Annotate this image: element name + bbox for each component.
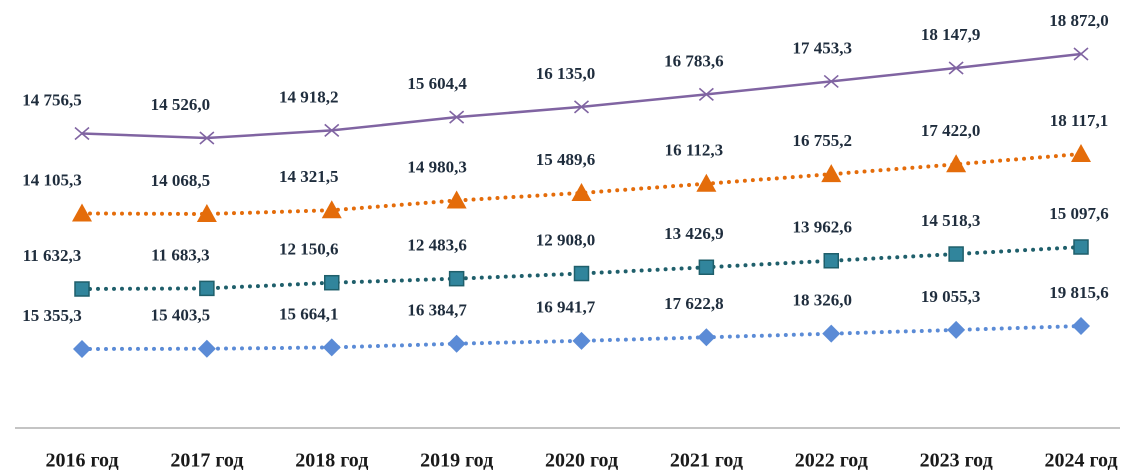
marker <box>573 100 590 114</box>
data-label: 15 097,6 <box>1049 204 1109 223</box>
data-label: 14 105,3 <box>22 170 82 189</box>
data-label: 13 962,6 <box>793 218 853 237</box>
marker <box>823 253 839 269</box>
marker <box>571 182 592 201</box>
marker <box>1073 47 1089 61</box>
data-label: 14 518,3 <box>921 211 981 230</box>
data-label: 18 872,0 <box>1049 11 1109 30</box>
data-label: 14 321,5 <box>279 167 339 186</box>
data-label: 18 117,1 <box>1050 111 1109 130</box>
marker <box>948 246 964 262</box>
data-label: 15 604,4 <box>407 74 467 93</box>
marker <box>447 334 466 353</box>
data-label: 12 483,6 <box>407 236 467 255</box>
marker <box>822 324 841 343</box>
marker <box>448 270 465 287</box>
data-label: 17 422,0 <box>921 121 981 140</box>
marker <box>821 164 842 183</box>
marker <box>199 131 215 145</box>
marker <box>197 339 216 358</box>
x-tick-label: 2019 год <box>420 450 493 472</box>
data-label: 13 426,9 <box>664 224 724 243</box>
data-label: 15 664,1 <box>279 304 339 323</box>
marker <box>946 154 967 173</box>
data-label: 16 135,0 <box>536 64 596 83</box>
marker <box>948 61 964 75</box>
x-tick-label: 2017 год <box>170 450 243 472</box>
marker <box>321 200 342 219</box>
series-line <box>80 152 1083 217</box>
data-label: 16 783,6 <box>664 51 724 70</box>
data-label: 18 326,0 <box>793 291 853 310</box>
marker <box>324 274 340 291</box>
marker <box>573 265 590 282</box>
marker <box>696 173 717 192</box>
data-label: 18 147,9 <box>921 25 981 44</box>
marker <box>199 280 215 297</box>
x-tick-label: 2020 год <box>545 450 618 472</box>
x-tick-label: 2024 год <box>1044 450 1117 472</box>
marker <box>449 110 465 124</box>
data-label: 11 632,3 <box>23 246 82 265</box>
marker <box>322 338 341 357</box>
data-label: 16 941,7 <box>536 298 596 317</box>
marker <box>73 340 91 358</box>
data-label: 16 112,3 <box>665 141 724 160</box>
marker <box>698 259 715 275</box>
marker <box>74 281 90 297</box>
marker <box>697 328 716 347</box>
marker <box>823 74 839 89</box>
data-label: 19 815,6 <box>1049 283 1109 302</box>
marker <box>698 87 714 101</box>
data-label: 16 384,7 <box>407 301 467 320</box>
x-tick-label: 2018 год <box>295 450 368 472</box>
data-label: 14 756,5 <box>22 90 82 109</box>
data-label: 17 453,3 <box>793 38 853 57</box>
marker <box>74 126 90 141</box>
marker <box>72 203 92 222</box>
data-label: 14 068,5 <box>151 171 211 190</box>
series-line <box>80 245 1083 291</box>
marker <box>446 190 467 209</box>
data-label: 19 055,3 <box>921 287 981 306</box>
x-tick-label: 2021 год <box>670 450 743 472</box>
data-label: 11 683,3 <box>151 245 210 264</box>
data-label: 14 980,3 <box>407 157 467 176</box>
marker <box>1071 144 1091 162</box>
marker <box>324 123 340 138</box>
data-label: 15 403,5 <box>151 306 211 325</box>
series-line <box>80 324 1083 351</box>
data-label: 15 355,3 <box>22 306 82 325</box>
marker <box>572 331 591 350</box>
marker <box>1073 239 1089 255</box>
marker <box>947 320 966 339</box>
data-label: 15 489,6 <box>536 150 596 169</box>
data-label: 16 755,2 <box>793 131 853 150</box>
x-tick-label: 2022 год <box>795 450 868 472</box>
data-label: 12 150,6 <box>279 240 339 259</box>
data-label: 12 908,0 <box>536 230 596 249</box>
marker <box>1072 317 1090 335</box>
data-label: 17 622,8 <box>664 294 724 313</box>
x-tick-label: 2023 год <box>920 450 993 472</box>
marker <box>196 204 217 222</box>
data-label: 14 526,0 <box>151 95 211 114</box>
data-label: 14 918,2 <box>279 87 339 106</box>
x-tick-label: 2016 год <box>45 450 118 472</box>
